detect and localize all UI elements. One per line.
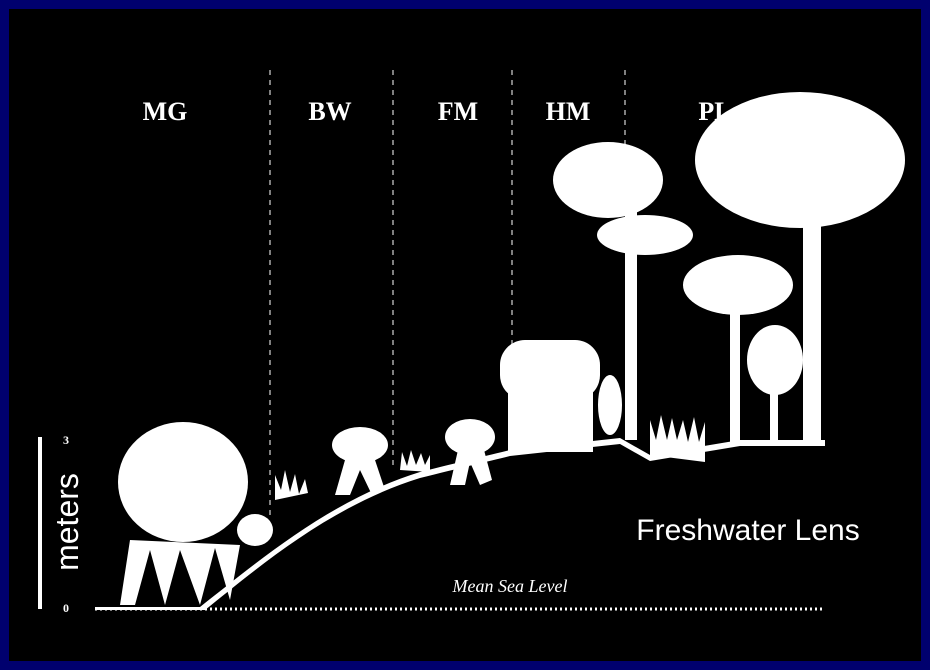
zone-label: HM	[546, 97, 591, 126]
scale-bottom: 0	[63, 601, 69, 615]
annotation: Freshwater Lens	[636, 514, 859, 547]
zone-label: FM	[438, 97, 478, 126]
sea-level-label: Mean Sea Level	[452, 576, 568, 596]
zone-label: MG	[143, 97, 188, 126]
page: MG BW FM HM PL Mean Sea	[0, 0, 930, 670]
zone-label: BW	[308, 97, 351, 126]
scale-top: 3	[63, 433, 69, 447]
scale-label: meters	[49, 473, 85, 571]
diagram: MG BW FM HM PL Mean Sea	[0, 0, 930, 670]
